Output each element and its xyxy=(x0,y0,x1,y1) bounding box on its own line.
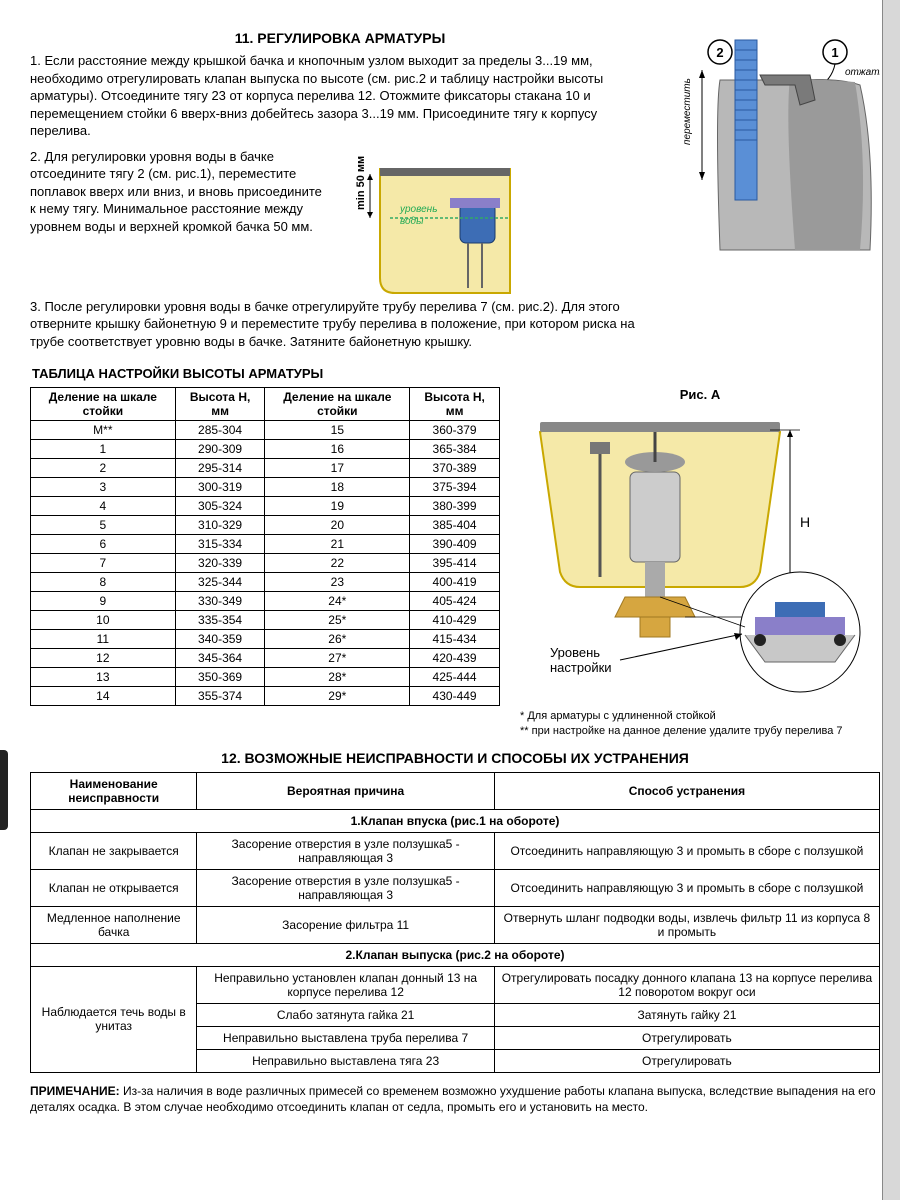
section-11-p2: 2. Для регулировки уровня воды в бачке о… xyxy=(30,148,330,236)
level-setting-label: Уровень xyxy=(550,645,600,660)
note-text: Из-за наличия в воде различных примесей … xyxy=(30,1084,876,1114)
table-row: 6315-33421390-409 xyxy=(31,535,500,554)
page-right-edge xyxy=(882,0,900,1200)
figure-a: Рис. А H xyxy=(520,387,880,738)
svg-text:отжать: отжать xyxy=(845,67,880,78)
table-row: 5310-32920385-404 xyxy=(31,516,500,535)
min-50-label: min 50 мм xyxy=(355,156,367,210)
table-row: 2295-31417370-389 xyxy=(31,459,500,478)
table-header: Высота H, мм xyxy=(175,388,265,421)
footnote-2: ** при настройке на данное деление удали… xyxy=(520,724,880,738)
table-header: Высота H, мм xyxy=(410,388,500,421)
table-row: 14355-37429*430-449 xyxy=(31,687,500,706)
table-subheader: 1.Клапан впуска (рис.1 на обороте) xyxy=(31,809,880,832)
table-row: 11340-35926*415-434 xyxy=(31,630,500,649)
table-header: Вероятная причина xyxy=(197,772,494,809)
svg-text:воды: воды xyxy=(400,216,424,227)
footnote-1: * Для арматуры с удлиненной стойкой xyxy=(520,709,880,723)
table-row: 8325-34423400-419 xyxy=(31,573,500,592)
table-row: 9330-34924*405-424 xyxy=(31,592,500,611)
table-header: Наименование неисправности xyxy=(31,772,197,809)
svg-text:H: H xyxy=(800,514,810,530)
table-row: 13350-36928*425-444 xyxy=(31,668,500,687)
section-11-p3: 3. После регулировки уровня воды в бачке… xyxy=(30,298,650,351)
table-header: Деление на шкале стойки xyxy=(31,388,176,421)
table-row: Клапан не открываетсяЗасорение отверстия… xyxy=(31,869,880,906)
svg-text:переместить: переместить xyxy=(682,78,693,145)
water-level-diagram: уровень воды min 50 мм xyxy=(340,148,540,298)
troubleshooting-table: Наименование неисправностиВероятная прич… xyxy=(30,772,880,1073)
table-row: 4305-32419380-399 xyxy=(31,497,500,516)
svg-text:настройки: настройки xyxy=(550,660,612,675)
table-row: 10335-35425*410-429 xyxy=(31,611,500,630)
adjustment-diagram: 1 отжать 2 переместить xyxy=(660,30,880,260)
table-row: 12345-36427*420-439 xyxy=(31,649,500,668)
svg-text:1: 1 xyxy=(831,45,838,60)
table-row: 3300-31918375-394 xyxy=(31,478,500,497)
table-header: Способ устранения xyxy=(494,772,879,809)
height-adjustment-table: Деление на шкале стойкиВысота H, ммДелен… xyxy=(30,387,500,706)
table-row: Наблюдается течь воды в унитазНеправильн… xyxy=(31,966,880,1003)
table-row: 7320-33922395-414 xyxy=(31,554,500,573)
figure-a-label: Рис. А xyxy=(520,387,880,402)
table-row: M**285-30415360-379 xyxy=(31,421,500,440)
left-edge-tab xyxy=(0,750,8,830)
table-row: Медленное наполнение бачкаЗасорение филь… xyxy=(31,906,880,943)
table-row: Клапан не закрываетсяЗасорение отверстия… xyxy=(31,832,880,869)
water-level-label: уровень xyxy=(399,204,437,215)
table-row: 1290-30916365-384 xyxy=(31,440,500,459)
svg-text:2: 2 xyxy=(716,45,723,60)
note-paragraph: ПРИМЕЧАНИЕ: Из-за наличия в воде различн… xyxy=(30,1083,880,1115)
height-table-title: ТАБЛИЦА НАСТРОЙКИ ВЫСОТЫ АРМАТУРЫ xyxy=(32,366,880,381)
section-12-title: 12. ВОЗМОЖНЫЕ НЕИСПРАВНОСТИ И СПОСОБЫ ИХ… xyxy=(30,750,880,766)
section-11-p1: 1. Если расстояние между крышкой бачка и… xyxy=(30,52,650,140)
table-subheader: 2.Клапан выпуска (рис.2 на обороте) xyxy=(31,943,880,966)
section-11-title: 11. РЕГУЛИРОВКА АРМАТУРЫ xyxy=(30,30,650,46)
table-header: Деление на шкале стойки xyxy=(265,388,410,421)
note-label: ПРИМЕЧАНИЕ: xyxy=(30,1084,120,1098)
